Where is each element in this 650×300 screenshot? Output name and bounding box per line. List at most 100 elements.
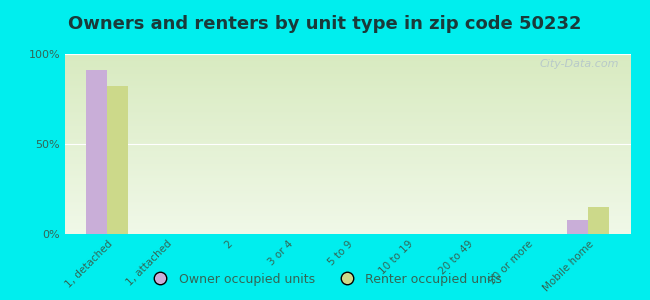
Bar (65, 117, 630, 119)
Bar (65, 76, 630, 77)
Bar (65, 122, 630, 124)
Bar (65, 94, 630, 95)
Bar (65, 131, 630, 133)
Bar (65, 101, 630, 103)
Bar (65, 225, 630, 227)
Bar (65, 230, 630, 232)
Bar (65, 171, 630, 173)
Bar (65, 162, 630, 164)
Bar (65, 232, 630, 234)
Bar (65, 103, 630, 104)
Bar (65, 203, 630, 205)
Bar (65, 182, 630, 184)
Bar (65, 207, 630, 209)
Bar (65, 221, 630, 223)
Bar (65, 148, 630, 149)
Bar (65, 126, 630, 128)
Bar (65, 184, 630, 185)
Bar (65, 86, 630, 88)
Bar (65, 99, 630, 101)
Bar (65, 157, 630, 158)
Bar (65, 175, 630, 176)
Bar (65, 167, 630, 169)
Bar (65, 216, 630, 218)
Bar (65, 151, 630, 153)
Bar (65, 144, 630, 146)
Bar (65, 220, 630, 221)
Bar (107, 86, 128, 234)
Bar (65, 211, 630, 212)
Bar (65, 158, 630, 160)
Bar (65, 65, 630, 67)
Bar (65, 135, 630, 137)
Bar (65, 130, 630, 131)
Bar (65, 124, 630, 126)
Bar (65, 85, 630, 86)
Bar (65, 106, 630, 108)
Bar (65, 137, 630, 139)
Bar (65, 196, 630, 198)
Bar (65, 90, 630, 92)
Bar (65, 88, 630, 90)
Text: Owners and renters by unit type in zip code 50232: Owners and renters by unit type in zip c… (68, 15, 582, 33)
Bar (65, 149, 630, 151)
Bar (65, 176, 630, 178)
Bar (86, 70, 107, 234)
Bar (588, 207, 610, 234)
Bar (65, 146, 630, 148)
Bar (65, 72, 630, 74)
Bar (65, 112, 630, 113)
Bar (65, 223, 630, 225)
Bar (65, 59, 630, 61)
Bar (65, 194, 630, 196)
Bar (65, 113, 630, 115)
Bar (65, 70, 630, 72)
Bar (65, 229, 630, 230)
Bar (65, 153, 630, 155)
Bar (65, 189, 630, 191)
Bar (65, 67, 630, 68)
Bar (65, 139, 630, 140)
Bar (65, 178, 630, 180)
Legend: Owner occupied units, Renter occupied units: Owner occupied units, Renter occupied un… (143, 268, 507, 291)
Bar (65, 95, 630, 97)
Bar (65, 74, 630, 76)
Bar (65, 191, 630, 193)
Bar (65, 79, 630, 81)
Bar (65, 193, 630, 194)
Bar (65, 108, 630, 110)
Bar (65, 169, 630, 171)
Bar (65, 68, 630, 70)
Bar (65, 54, 630, 56)
Bar (567, 220, 588, 234)
Bar (65, 61, 630, 63)
Bar (65, 209, 630, 211)
Bar (65, 214, 630, 216)
Bar (65, 56, 630, 58)
Bar (65, 180, 630, 182)
Bar (65, 92, 630, 94)
Bar (65, 202, 630, 203)
Bar (65, 212, 630, 214)
Bar (65, 110, 630, 112)
Bar (65, 142, 630, 144)
Bar (65, 128, 630, 130)
Bar (65, 187, 630, 189)
Text: City-Data.com: City-Data.com (540, 59, 619, 69)
Bar (65, 227, 630, 229)
Bar (65, 160, 630, 162)
Bar (65, 205, 630, 207)
Bar (65, 173, 630, 175)
Bar (65, 83, 630, 85)
Bar (65, 218, 630, 220)
Bar (65, 104, 630, 106)
Bar (65, 200, 630, 202)
Bar (65, 97, 630, 99)
Bar (65, 140, 630, 142)
Bar (65, 121, 630, 122)
Bar (65, 166, 630, 167)
Bar (65, 133, 630, 135)
Bar (65, 185, 630, 187)
Bar (65, 198, 630, 200)
Bar (65, 81, 630, 83)
